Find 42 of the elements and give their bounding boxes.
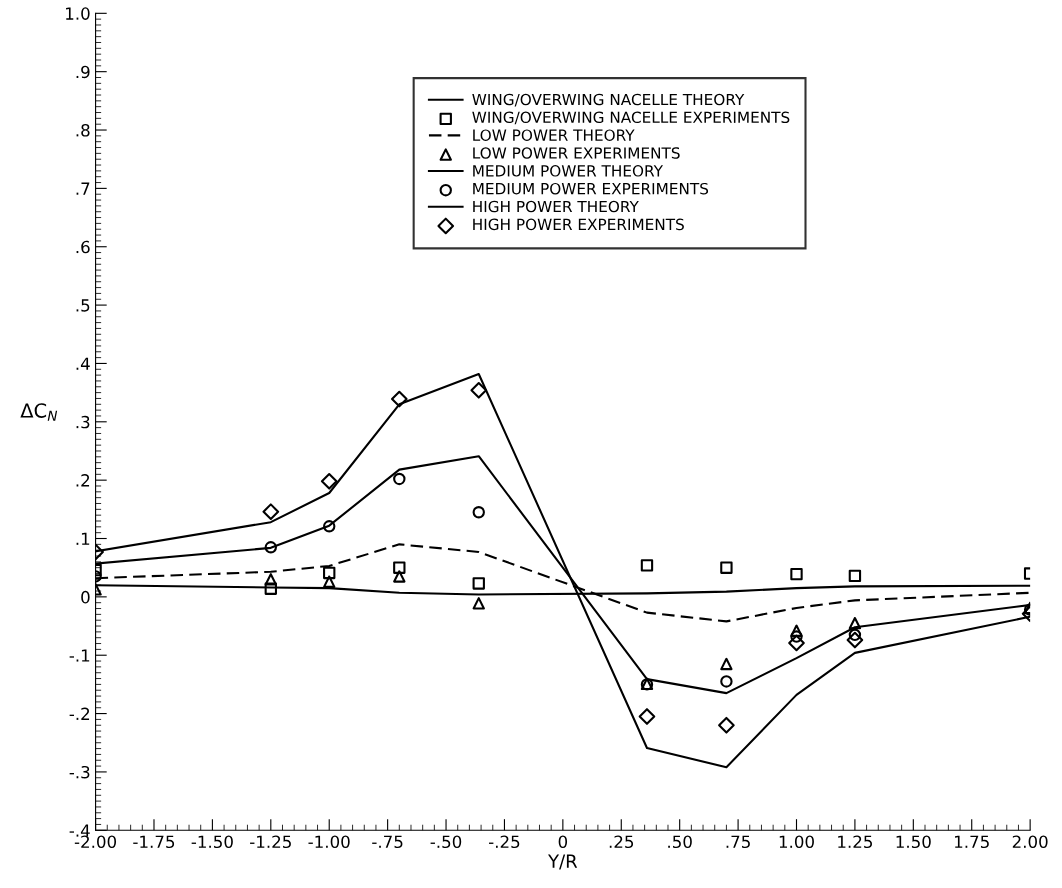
y-tick-label: .4 — [76, 357, 90, 370]
legend-label: LOW POWER EXPERIMENTS — [473, 147, 680, 159]
x-tick-label: -1.75 — [133, 835, 175, 849]
y-tick-label: -.1 — [69, 649, 90, 662]
legend-label: MEDIUM POWER EXPERIMENTS — [473, 182, 709, 195]
x-tick-label: -2.00 — [74, 835, 117, 849]
y-tick-label: -.3 — [69, 765, 90, 779]
x-tick-label: 1.75 — [955, 835, 989, 849]
x-tick-label: .75 — [726, 835, 750, 849]
y-tick-label: .8 — [76, 123, 90, 137]
x-tick-label: -.25 — [489, 835, 520, 849]
y-tick-label: 1.0 — [66, 7, 90, 20]
y-tick-label: -.4 — [69, 824, 90, 837]
y-tick-label: .2 — [76, 474, 90, 487]
y-tick-label: .6 — [76, 240, 90, 254]
legend-label: WING/OVERWING NACELLE THEORY — [472, 93, 745, 107]
legend-label: HIGH POWER EXPERIMENTS — [473, 218, 684, 231]
legend-label: WING/OVERWING NACELLE EXPERIMENTS — [472, 111, 790, 125]
y-tick-label: .5 — [76, 299, 90, 312]
legend-label: LOW POWER THEORY — [473, 129, 635, 141]
x-tick-label: 1.50 — [896, 835, 931, 849]
y-tick-label: .3 — [76, 415, 90, 429]
x-tick-label: 1.25 — [838, 835, 873, 849]
x-tick-label: 2.00 — [1012, 835, 1048, 849]
y-tick-label: .7 — [76, 182, 90, 195]
x-tick-label: -1.50 — [191, 835, 233, 849]
y-tick-label: .9 — [76, 65, 90, 79]
legend-label: HIGH POWER THEORY — [473, 200, 639, 213]
x-tick-label: -.75 — [372, 835, 403, 849]
y-axis-title: ΔC$_{N}$ — [20, 403, 58, 421]
y-tick-label: -.2 — [69, 707, 90, 720]
x-tick-label: -1.25 — [250, 835, 291, 849]
x-tick-label: .50 — [668, 835, 692, 849]
y-tick-label: 0 — [81, 590, 90, 604]
x-tick-label: .25 — [609, 835, 634, 849]
x-tick-label: 0 — [558, 835, 568, 849]
x-tick-label: 1.00 — [779, 835, 814, 849]
y-tick-label: .1 — [76, 532, 90, 545]
x-tick-label: -1.00 — [308, 835, 350, 849]
x-axis-title: Y/R — [548, 854, 578, 870]
x-tick-label: -.50 — [430, 835, 462, 849]
legend-label: MEDIUM POWER THEORY — [473, 165, 664, 177]
